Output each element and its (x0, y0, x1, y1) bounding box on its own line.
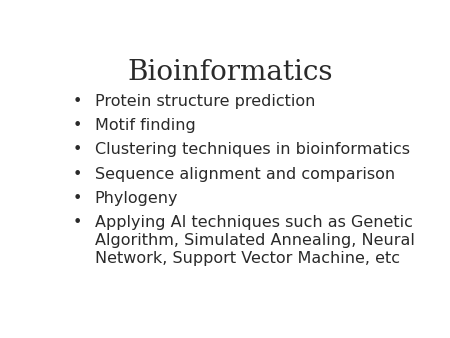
Text: •: • (72, 191, 82, 206)
Text: •: • (72, 215, 82, 230)
Text: Phylogeny: Phylogeny (94, 191, 178, 206)
Text: •: • (72, 142, 82, 157)
Text: Protein structure prediction: Protein structure prediction (94, 94, 315, 109)
Text: Bioinformatics: Bioinformatics (128, 59, 333, 86)
Text: •: • (72, 94, 82, 109)
Text: •: • (72, 167, 82, 182)
Text: Clustering techniques in bioinformatics: Clustering techniques in bioinformatics (94, 142, 410, 157)
Text: Applying AI techniques such as Genetic
Algorithm, Simulated Annealing, Neural
Ne: Applying AI techniques such as Genetic A… (94, 215, 414, 266)
Text: •: • (72, 118, 82, 133)
Text: Sequence alignment and comparison: Sequence alignment and comparison (94, 167, 395, 182)
Text: Motif finding: Motif finding (94, 118, 195, 133)
